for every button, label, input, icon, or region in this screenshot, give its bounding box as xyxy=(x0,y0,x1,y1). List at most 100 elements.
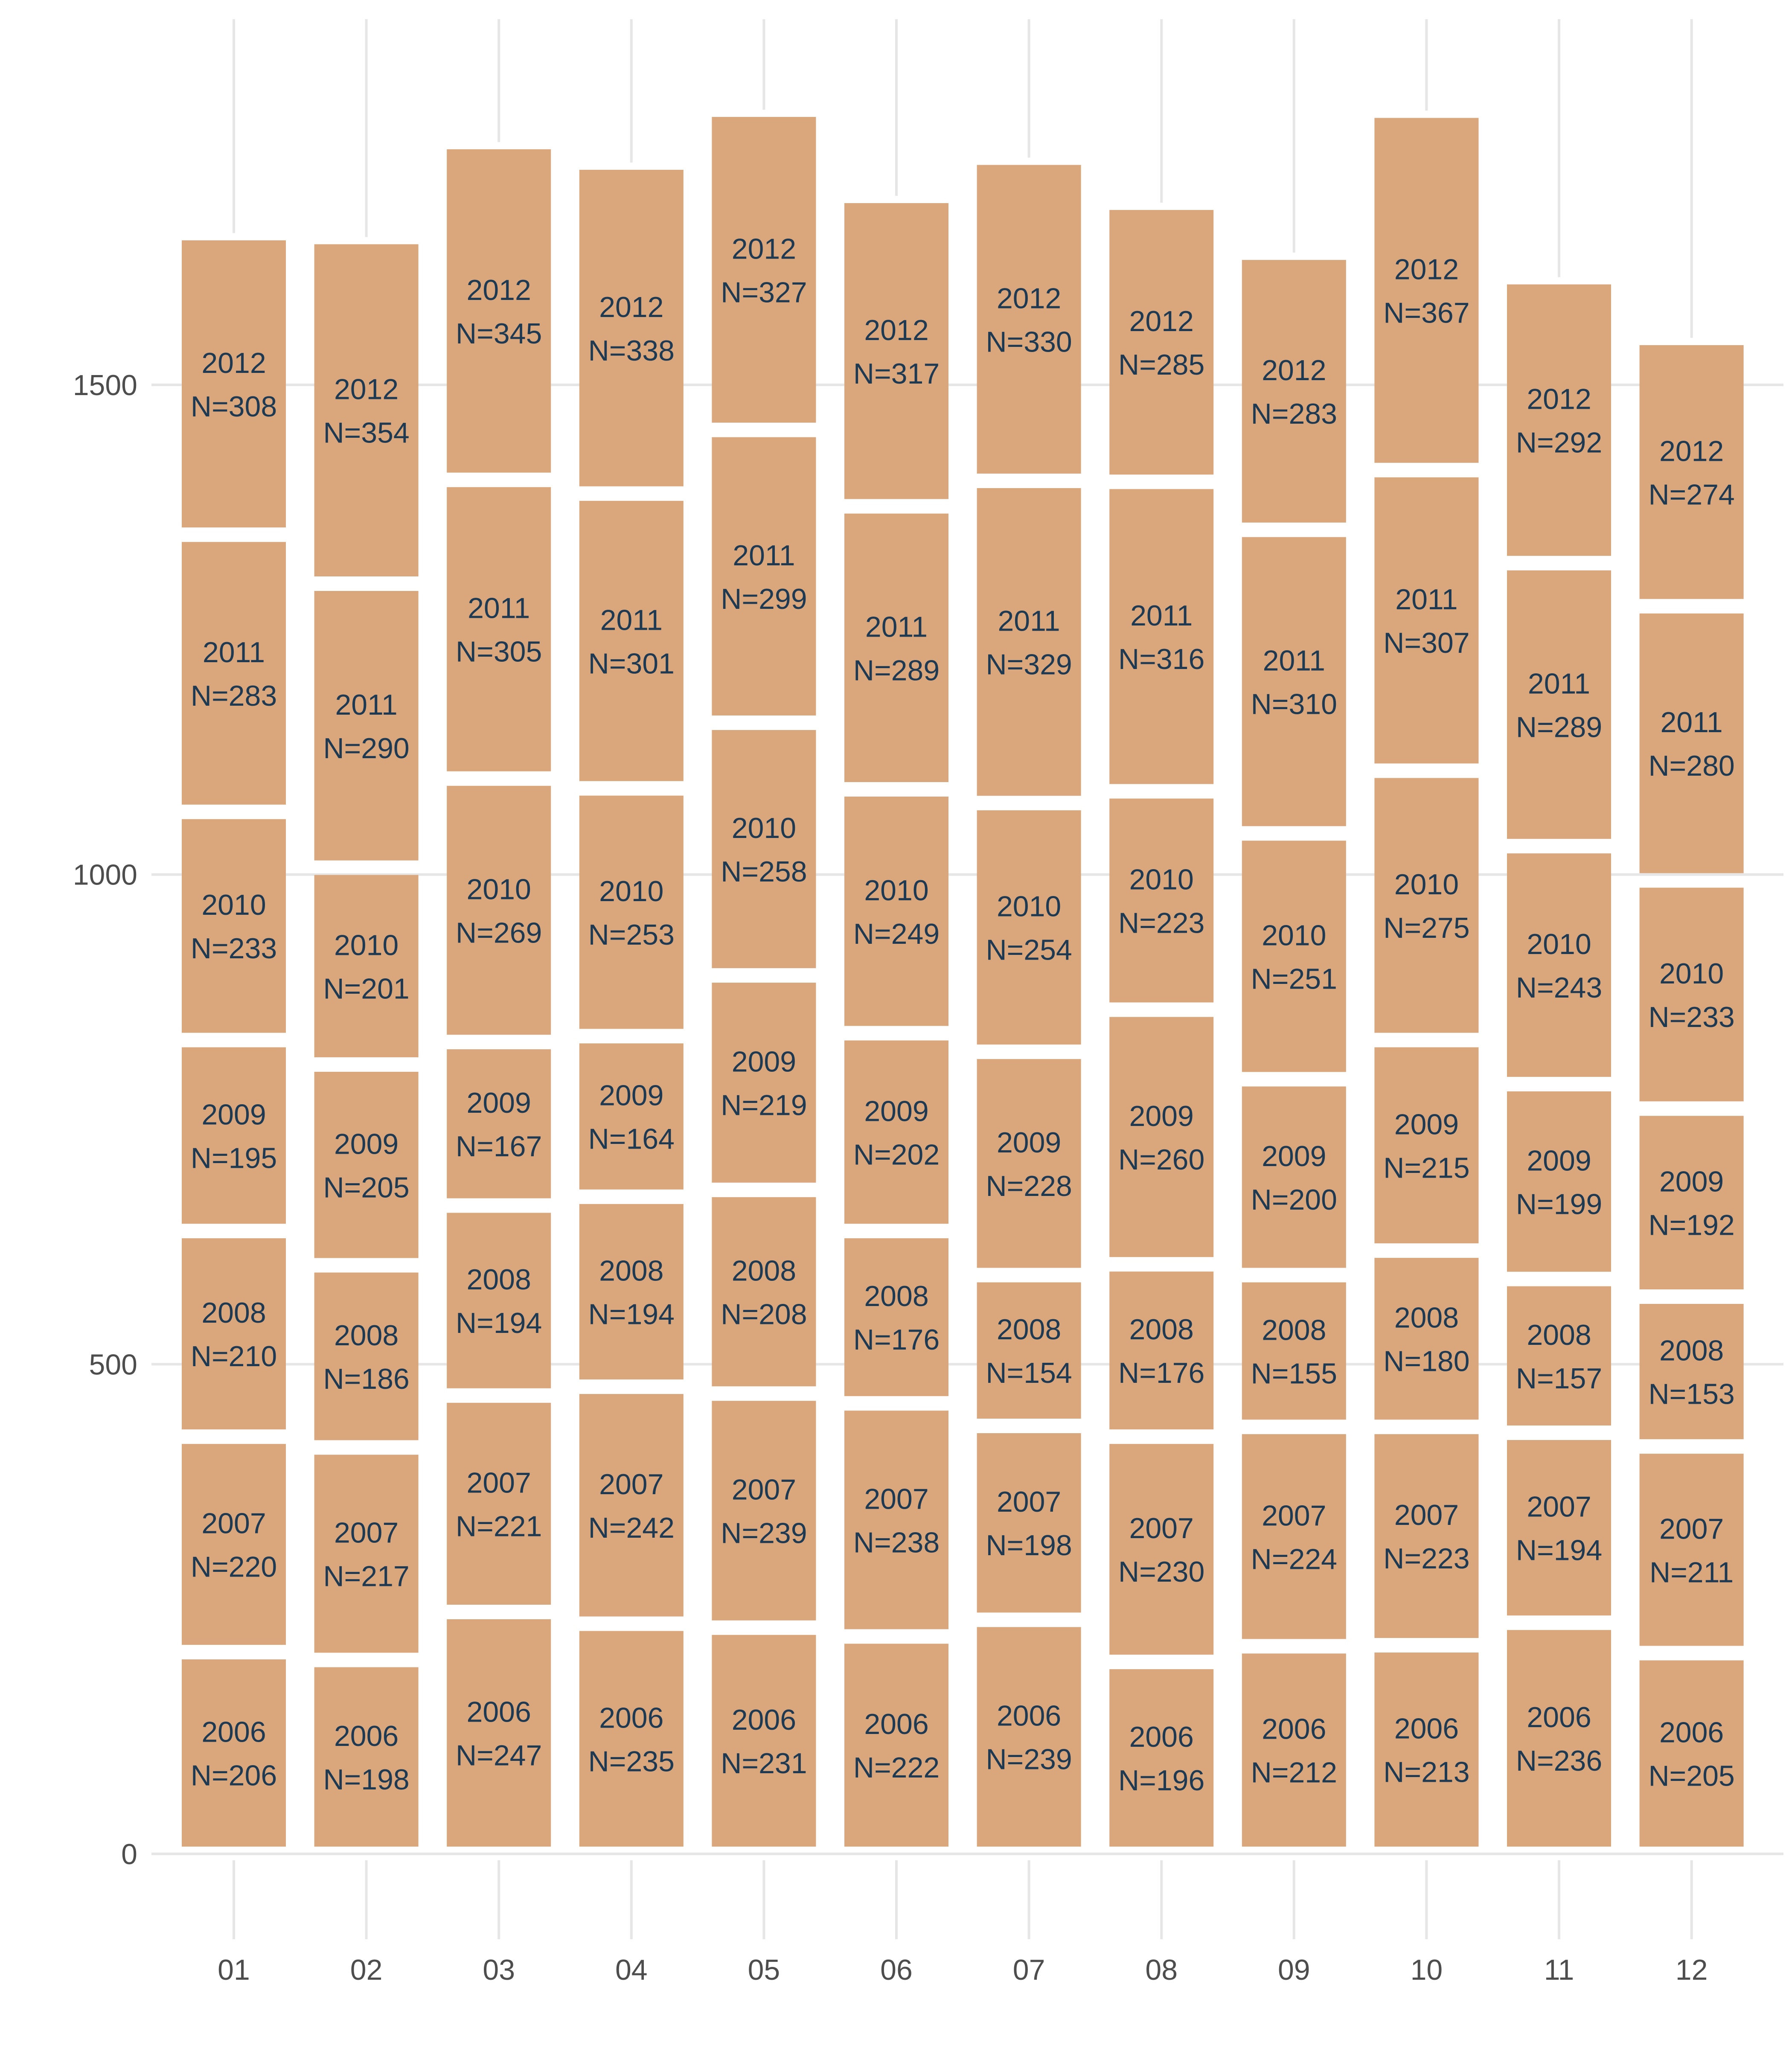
segment-count-label: N=317 xyxy=(853,358,940,390)
bar-segment xyxy=(1507,1440,1611,1616)
segment-count-label: N=224 xyxy=(1251,1543,1337,1575)
segment-year-label: 2006 xyxy=(1262,1713,1326,1745)
segment-count-label: N=202 xyxy=(853,1138,940,1171)
segment-count-label: N=307 xyxy=(1383,627,1469,659)
segment-count-label: N=249 xyxy=(853,918,940,950)
bar-segment xyxy=(314,1455,419,1653)
segment-year-label: 2011 xyxy=(335,689,397,721)
bar-segment xyxy=(447,1213,551,1388)
segment-count-label: N=289 xyxy=(853,654,940,687)
segment-count-label: N=233 xyxy=(191,932,277,965)
bar-segment xyxy=(579,795,684,1029)
segment-year-label: 2007 xyxy=(1527,1491,1591,1523)
bar-segment xyxy=(579,1204,684,1380)
segment-year-label: 2012 xyxy=(201,347,266,379)
segment-year-label: 2009 xyxy=(201,1098,266,1131)
bar-segment xyxy=(977,810,1081,1045)
segment-count-label: N=285 xyxy=(1118,349,1204,381)
bar-segment xyxy=(447,1402,551,1605)
bar-segment xyxy=(712,983,816,1183)
x-tick-label: 05 xyxy=(748,1954,780,1986)
bar-segment xyxy=(182,542,286,805)
segment-count-label: N=235 xyxy=(588,1745,675,1777)
segment-year-label: 2008 xyxy=(1394,1302,1459,1334)
segment-count-label: N=269 xyxy=(456,916,542,949)
x-tick-label: 01 xyxy=(218,1954,250,1986)
segment-year-label: 2009 xyxy=(1527,1144,1591,1177)
segment-count-label: N=310 xyxy=(1251,688,1337,721)
segment-year-label: 2009 xyxy=(997,1126,1061,1159)
segment-year-label: 2007 xyxy=(1394,1499,1459,1531)
segment-count-label: N=220 xyxy=(191,1551,277,1583)
bar-segment xyxy=(712,437,816,716)
segment-count-label: N=275 xyxy=(1383,912,1469,944)
segment-count-label: N=223 xyxy=(1118,907,1204,940)
segment-year-label: 2006 xyxy=(1659,1716,1724,1749)
x-tick-label: 06 xyxy=(880,1954,913,1986)
bar-segment xyxy=(977,1433,1081,1613)
segment-year-label: 2009 xyxy=(732,1045,796,1078)
segment-count-label: N=233 xyxy=(1648,1001,1734,1033)
bar-segment xyxy=(844,1040,948,1224)
segment-count-label: N=176 xyxy=(853,1324,940,1356)
segment-count-label: N=274 xyxy=(1648,478,1734,511)
bar-segment xyxy=(314,591,419,861)
bar-segment xyxy=(1639,1660,1744,1847)
segment-count-label: N=254 xyxy=(986,934,1072,966)
segment-count-label: N=292 xyxy=(1516,427,1602,459)
segment-count-label: N=251 xyxy=(1251,963,1337,995)
bar-segment xyxy=(1374,1652,1479,1847)
segment-year-label: 2008 xyxy=(1129,1313,1194,1346)
bar-segment xyxy=(1374,477,1479,764)
segment-year-label: 2011 xyxy=(1528,667,1590,700)
segment-year-label: 2009 xyxy=(467,1087,531,1119)
segment-count-label: N=329 xyxy=(986,649,1072,681)
segment-count-label: N=316 xyxy=(1118,643,1204,675)
segment-count-label: N=238 xyxy=(853,1526,940,1559)
segment-count-label: N=210 xyxy=(191,1340,277,1373)
segment-count-label: N=180 xyxy=(1383,1345,1469,1378)
bar-segment xyxy=(712,117,816,423)
segment-count-label: N=236 xyxy=(1516,1745,1602,1777)
bar-segment xyxy=(1639,887,1744,1102)
segment-year-label: 2012 xyxy=(334,373,399,406)
segment-count-label: N=345 xyxy=(456,317,542,350)
segment-count-label: N=367 xyxy=(1383,297,1469,329)
bar-segment xyxy=(1109,1669,1214,1847)
bar-segment xyxy=(314,875,419,1057)
bar-segment xyxy=(1639,1303,1744,1440)
segment-count-label: N=198 xyxy=(323,1763,409,1796)
bar-segment xyxy=(182,240,286,528)
bar-segment xyxy=(844,1238,948,1396)
bar-segment xyxy=(1374,1434,1479,1638)
bar-segment xyxy=(977,488,1081,796)
segment-year-label: 2011 xyxy=(468,592,530,625)
bar-segment xyxy=(314,1272,419,1440)
segment-count-label: N=205 xyxy=(323,1171,409,1204)
segment-count-label: N=157 xyxy=(1516,1362,1602,1395)
segment-count-label: N=211 xyxy=(1649,1556,1734,1588)
segment-year-label: 2011 xyxy=(600,604,663,636)
segment-year-label: 2011 xyxy=(1130,599,1193,632)
segment-count-label: N=194 xyxy=(588,1298,675,1330)
segment-year-label: 2007 xyxy=(334,1516,399,1549)
bar-segment xyxy=(314,1667,419,1847)
segment-count-label: N=247 xyxy=(456,1740,542,1772)
bar-segment xyxy=(1639,345,1744,599)
segment-year-label: 2010 xyxy=(467,873,531,905)
segment-year-label: 2008 xyxy=(1527,1319,1591,1351)
segment-year-label: 2012 xyxy=(1659,435,1724,467)
bar-segment xyxy=(1109,1444,1214,1655)
bar-segment xyxy=(844,797,948,1026)
segment-year-label: 2007 xyxy=(467,1466,531,1499)
segment-count-label: N=280 xyxy=(1648,750,1734,782)
bar-segment xyxy=(1374,1258,1479,1420)
segment-count-label: N=221 xyxy=(456,1510,542,1542)
segment-year-label: 2007 xyxy=(1129,1512,1194,1545)
segment-year-label: 2010 xyxy=(997,890,1061,923)
x-tick-label: 08 xyxy=(1145,1954,1178,1986)
x-tick-label: 10 xyxy=(1411,1954,1443,1986)
bar-segment xyxy=(977,1059,1081,1268)
bar-segment xyxy=(447,785,551,1035)
